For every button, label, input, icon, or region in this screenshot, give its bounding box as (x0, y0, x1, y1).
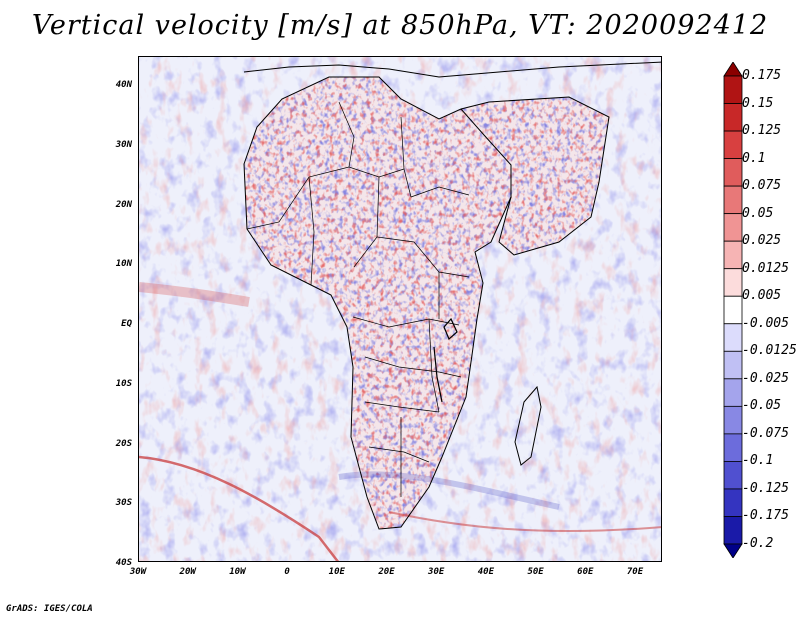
colorbar-segment-18 (723, 543, 743, 558)
colorbar-label-1: 0.15 (742, 95, 774, 111)
descending-band (338, 471, 560, 510)
colorbar-segment-7 (723, 240, 743, 270)
country-borders (246, 101, 470, 497)
lat-label-0: 40N (115, 80, 132, 90)
colorbar-label-0: 0.175 (742, 68, 782, 83)
lat-label-5: 10S (115, 378, 132, 389)
colorbar-label-13: -0.075 (742, 425, 789, 441)
coastlines (243, 61, 661, 530)
chart-title: Vertical velocity [m/s] at 850hPa, VT: 2… (31, 10, 769, 41)
colorbar-label-16: -0.175 (742, 508, 789, 524)
frontal-band-south-indian (388, 511, 661, 533)
colorbar-label-17: -0.2 (742, 536, 774, 551)
lat-label-8: 40S (115, 558, 132, 568)
colorbar-label-14: -0.1 (742, 453, 774, 469)
lon-label-3: 0 (284, 567, 290, 577)
colorbar-label-11: -0.025 (742, 370, 789, 386)
colorbar-label-4: 0.075 (742, 178, 782, 194)
lat-label-2: 20N (115, 199, 132, 210)
colorbar-segment-11 (723, 350, 743, 380)
lon-label-8: 50E (527, 567, 544, 577)
colorbar-label-9: -0.005 (742, 315, 789, 331)
lon-label-6: 30E (428, 567, 445, 577)
colorbar-segment-13 (723, 405, 743, 435)
colorbar-segment-10 (723, 323, 743, 352)
lat-label-1: 30N (115, 139, 132, 150)
atlantic-itcz-band (139, 282, 250, 307)
colorbar-label-15: -0.125 (742, 480, 789, 496)
colorbar-label-3: 0.1 (742, 150, 766, 166)
map-panel (138, 56, 662, 562)
colorbar-segment-0 (723, 62, 743, 77)
lon-label-9: 60E (577, 567, 594, 577)
colorbar-segment-9 (723, 295, 743, 325)
colorbar-label-8: 0.005 (742, 288, 782, 304)
colorbar-segment-4 (723, 158, 743, 187)
colorbar-label-6: 0.025 (742, 233, 782, 249)
lon-label-2: 10W (229, 567, 246, 577)
lon-label-10: 70E (626, 567, 644, 577)
lon-label-1: 20W (179, 567, 196, 577)
colorbar-segment-15 (723, 461, 743, 490)
frontal-band-south-atlantic (139, 455, 340, 561)
colorbar-segment-1 (723, 75, 743, 104)
colorbar-segment-6 (723, 213, 743, 242)
lon-label-4: 10E (328, 567, 345, 577)
colorbar-segment-14 (723, 433, 743, 462)
colorbar-label-2: 0.125 (742, 123, 782, 139)
vertical-velocity-field (139, 57, 661, 561)
lon-label-7: 40E (477, 567, 495, 577)
colorbar-label-10: -0.0125 (742, 343, 797, 359)
colorbar-segment-12 (723, 378, 743, 407)
colorbar-label-5: 0.05 (742, 205, 774, 221)
lat-label-7: 30S (115, 498, 132, 509)
grads-credit: GrADS: IGES/COLA (6, 604, 93, 614)
colorbar (723, 62, 743, 558)
colorbar-segment-16 (723, 488, 743, 517)
colorbar-segment-5 (723, 185, 743, 215)
colorbar-label-12: -0.05 (742, 398, 782, 414)
great-lakes (433, 317, 458, 403)
lat-label-3: 10N (115, 259, 132, 270)
lat-label-6: 20S (115, 438, 132, 449)
colorbar-segment-3 (723, 130, 743, 159)
lon-label-5: 20E (378, 567, 395, 577)
colorbar-segment-2 (723, 103, 743, 132)
lon-label-0: 30W (129, 567, 147, 577)
colorbar-label-7: 0.0125 (742, 260, 789, 276)
colorbar-segment-17 (723, 516, 743, 545)
colorbar-segment-8 (723, 268, 743, 297)
lat-label-4: EQ (121, 319, 132, 329)
